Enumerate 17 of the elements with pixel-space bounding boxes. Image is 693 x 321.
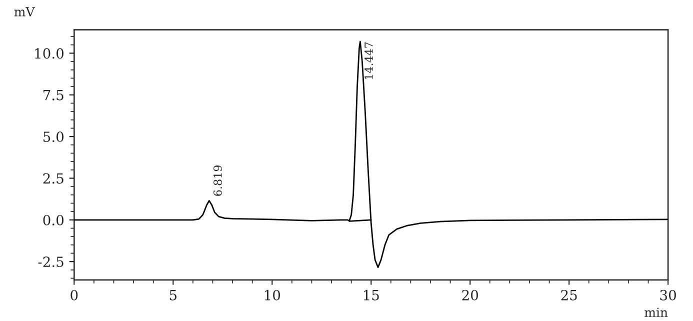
x-axis-title: min	[644, 308, 668, 317]
x-tick-label: 25	[561, 290, 577, 300]
y-tick-label: 5.0	[44, 132, 64, 142]
y-tick-label: 2.5	[43, 173, 64, 184]
x-tick-label: 0	[70, 290, 78, 300]
x-tick-label: 15	[364, 290, 379, 300]
y-axis-title: mV	[14, 7, 35, 16]
x-tick-label: 20	[462, 290, 478, 300]
x-tick-label: 30	[660, 290, 676, 300]
y-tick-label: -2.5	[38, 256, 64, 268]
y-tick-label: 10.0	[35, 48, 64, 59]
y-tick-label: 7.5	[44, 90, 64, 100]
y-tick-label: 0.0	[43, 214, 64, 226]
annotation: 14.447	[364, 42, 373, 80]
x-tick-label: 5	[170, 290, 176, 300]
annotation: 6.819	[214, 166, 222, 196]
x-tick-label: 10	[264, 290, 280, 300]
